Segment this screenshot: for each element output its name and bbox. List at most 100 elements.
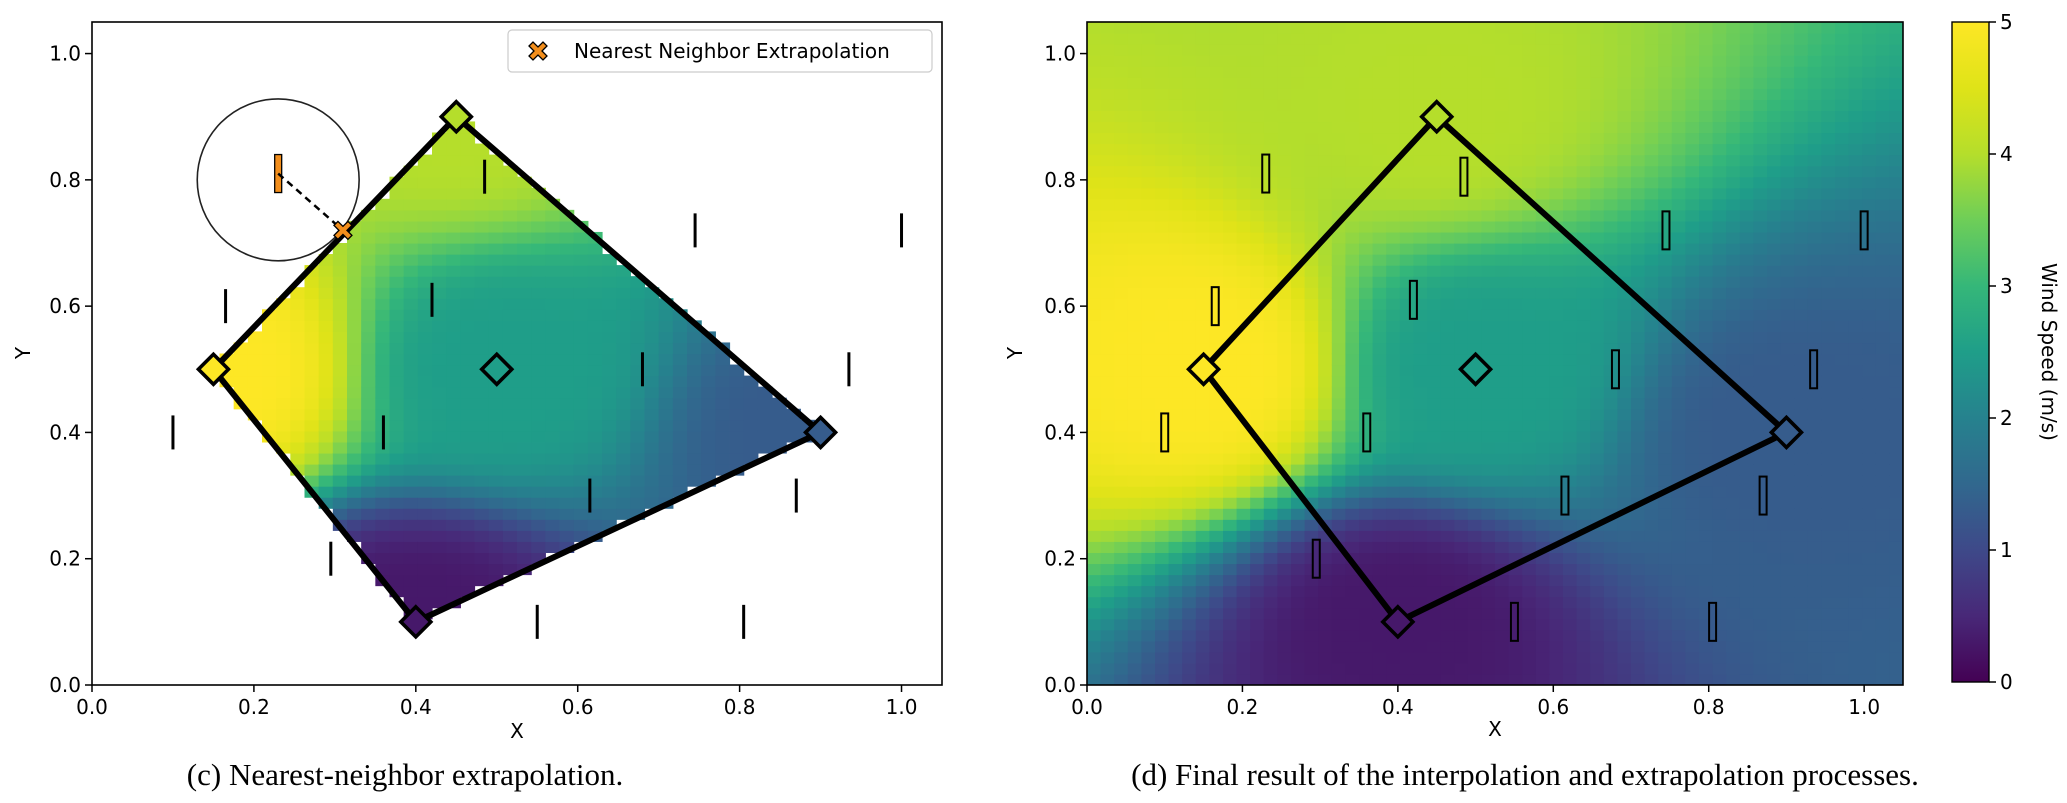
heatmap-cell [1535, 497, 1550, 509]
heatmap-cell [1087, 342, 1102, 355]
heatmap-cell [1399, 88, 1414, 100]
heatmap-cell [1427, 44, 1442, 56]
heatmap-cell [1862, 552, 1877, 565]
heatmap-cell [1250, 596, 1265, 609]
heatmap-cell [1345, 154, 1360, 167]
heatmap-cell [417, 231, 433, 244]
heatmap-cell [488, 408, 504, 421]
heatmap-cell [432, 519, 447, 531]
heatmap-cell [1304, 585, 1319, 598]
heatmap-cell [1617, 640, 1632, 653]
heatmap-cell [1399, 154, 1414, 167]
heatmap-cell [1848, 88, 1863, 100]
heatmap-cell [1427, 298, 1442, 310]
heatmap-cell [318, 430, 334, 443]
heatmap-cell [1331, 187, 1346, 200]
heatmap-cell [1345, 55, 1360, 67]
heatmap-cell [1807, 165, 1822, 178]
heatmap-cell [502, 508, 518, 520]
heatmap-cell [1563, 464, 1578, 476]
heatmap-cell [1087, 33, 1102, 45]
heatmap-cell [1617, 408, 1632, 421]
heatmap-cell [1522, 464, 1537, 476]
heatmap-cell [432, 176, 447, 189]
heatmap-cell [616, 342, 631, 355]
heatmap-cell [1277, 99, 1292, 111]
heatmap-cell [1712, 176, 1727, 189]
heatmap-cell [1739, 552, 1754, 565]
heatmap-cell [1712, 386, 1727, 399]
heatmap-cell [1454, 486, 1469, 498]
heatmap-cell [361, 364, 376, 377]
heatmap-cell [1263, 342, 1278, 355]
heatmap-cell [1291, 220, 1306, 233]
heatmap-cell [1236, 541, 1251, 553]
heatmap-cell [1454, 110, 1469, 123]
heatmap-cell [432, 298, 447, 310]
heatmap-cell [1794, 497, 1809, 509]
heatmap-cell [1386, 596, 1401, 609]
heatmap-cell [1209, 640, 1224, 653]
heatmap-cell [1291, 132, 1306, 145]
heatmap-cell [1671, 176, 1686, 189]
heatmap-cell [1644, 298, 1659, 310]
heatmap-cell [1821, 386, 1836, 399]
heatmap-cell [1549, 132, 1564, 145]
heatmap-cell [1263, 662, 1278, 675]
heatmap-cell [1467, 508, 1482, 520]
heatmap-cell [1263, 55, 1278, 67]
heatmap-cell [1644, 33, 1659, 45]
heatmap-cell [1617, 574, 1632, 587]
heatmap-cell [1277, 143, 1292, 156]
heatmap-cell [1780, 121, 1795, 134]
heatmap-cell [1481, 55, 1496, 67]
heatmap-cell [460, 353, 476, 366]
heatmap-cell [474, 519, 490, 531]
heatmap-cell [1835, 441, 1850, 454]
heatmap-cell [1699, 419, 1714, 432]
heatmap-cell [1794, 132, 1809, 145]
heatmap-cell [1712, 66, 1727, 78]
heatmap-cell [1535, 552, 1550, 565]
heatmap-cell [1155, 530, 1170, 542]
heatmap-cell [347, 508, 362, 520]
heatmap-cell [1127, 585, 1142, 598]
heatmap-cell [474, 386, 490, 399]
heatmap-cell [1209, 618, 1224, 631]
heatmap-cell [1155, 375, 1170, 388]
heatmap-cell [1862, 408, 1877, 421]
heatmap-cell [1848, 673, 1863, 685]
panel-d-axes-frame [1086, 21, 1904, 686]
heatmap-cell [1671, 585, 1686, 598]
heatmap-cell [417, 309, 433, 321]
heatmap-cell [1141, 640, 1156, 653]
heatmap-cell [1087, 386, 1102, 399]
heatmap-cell [545, 519, 561, 531]
heatmap-cell [1576, 452, 1591, 465]
heatmap-cell [1399, 77, 1414, 89]
heatmap-cell [545, 486, 561, 498]
heatmap-cell [262, 386, 277, 399]
heatmap-cell [1739, 66, 1754, 78]
heatmap-cell [1794, 353, 1809, 366]
heatmap-cell [1603, 33, 1618, 45]
heatmap-cell [1427, 464, 1442, 476]
heatmap-cell [1807, 231, 1822, 244]
heatmap-cell [1223, 464, 1238, 476]
heatmap-cell [332, 408, 348, 421]
heatmap-cell [1563, 552, 1578, 565]
heatmap-cell [1304, 287, 1319, 299]
heatmap-cell [644, 287, 660, 299]
heatmap-cell [1155, 320, 1170, 332]
heatmap-cell [1454, 386, 1469, 399]
heatmap-cell [1862, 673, 1877, 685]
heatmap-cell [1712, 231, 1727, 244]
heatmap-cell [559, 441, 575, 454]
heatmap-cell [545, 198, 561, 211]
heatmap-cell [1807, 243, 1822, 255]
heatmap-cell [531, 386, 546, 399]
heatmap-cell [1753, 176, 1768, 189]
heatmap-cell [1739, 22, 1754, 34]
heatmap-cell [347, 276, 362, 288]
heatmap-cell [1590, 243, 1605, 255]
